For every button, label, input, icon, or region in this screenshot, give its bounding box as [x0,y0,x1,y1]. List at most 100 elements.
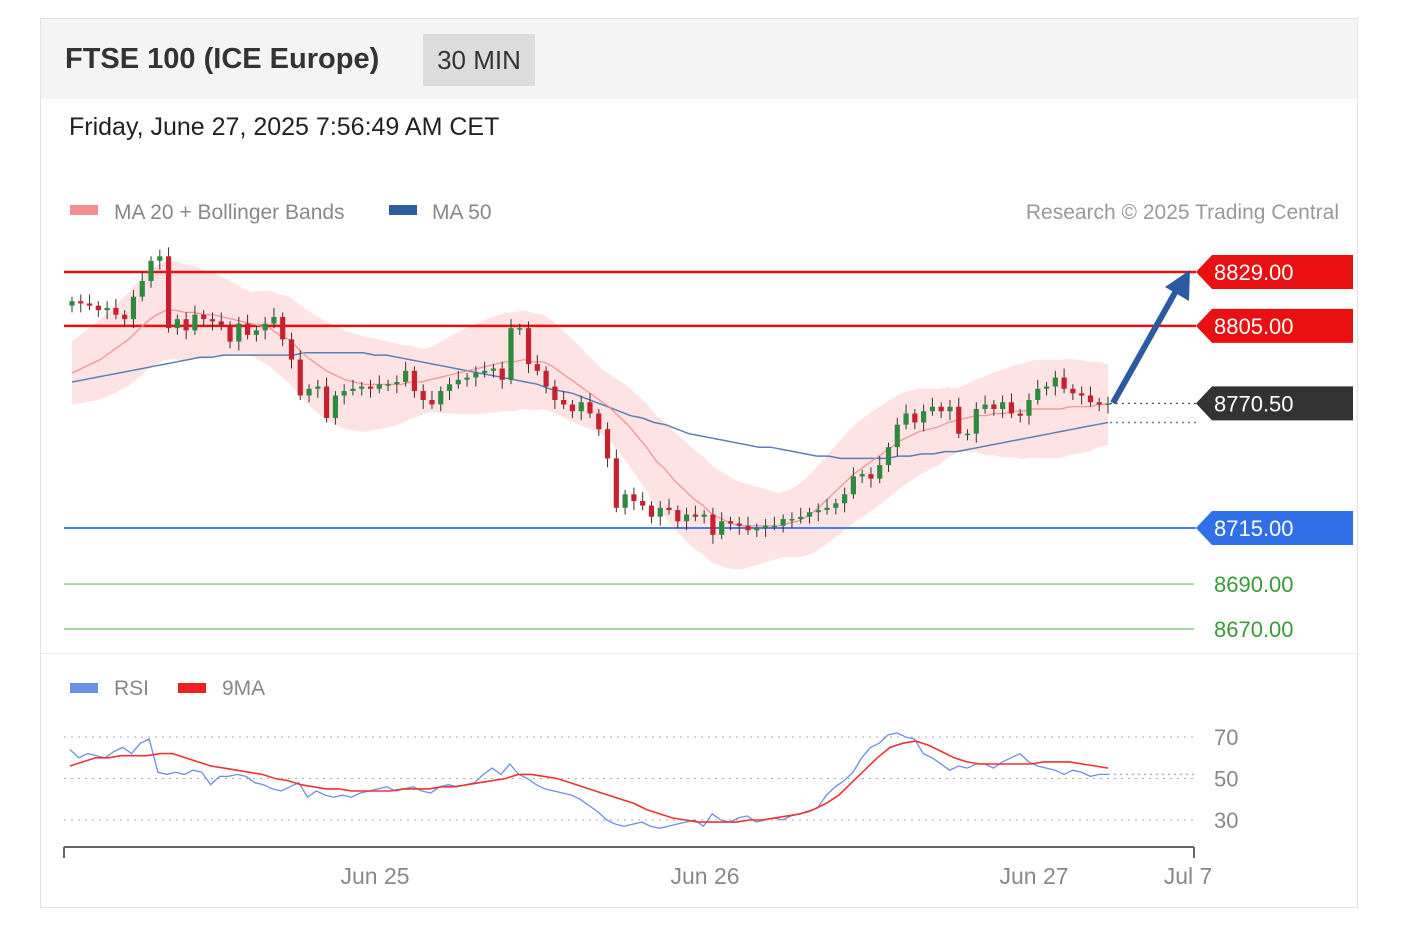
candle-body [1096,402,1102,405]
candle-body [113,307,119,315]
forecast-arrow-shaft [1110,280,1184,405]
candle-body [894,424,900,448]
candle-body [745,525,751,531]
candle-body [850,476,856,495]
candle-body [157,256,163,261]
candle-body [1070,388,1076,394]
candle-body [806,512,813,517]
candle-body [122,314,128,320]
timeframe-badge[interactable]: 30 MIN [423,34,535,86]
candle-body [429,400,435,405]
candle-body [69,301,75,306]
candle-body [569,404,576,412]
candle-body [719,521,725,535]
candle-body [86,303,93,306]
x-tick-label: Jul 7 [1164,863,1213,889]
candle-body [104,307,110,311]
candle-body [376,384,382,389]
legend-9ma-label: 9MA [222,677,265,700]
x-tick-label: Jun 27 [999,863,1068,889]
legend-ma20-swatch [70,205,98,215]
rsi-tick-label: 30 [1214,808,1238,833]
candle-body [139,280,145,297]
candle-body [332,395,338,418]
candle-body [727,521,734,524]
candle-body [982,404,988,409]
candle-body [517,328,523,330]
candle-body [183,319,189,331]
candle-body [798,516,804,520]
candle-body [350,388,356,392]
candle-body [947,406,953,412]
rsi-grid: 70 50 30 [64,725,1238,833]
candle-body [973,408,979,434]
timestamp: Friday, June 27, 2025 7:56:49 AM CET [69,113,500,141]
rsi-line [69,732,1108,829]
candle-body [648,505,655,517]
candle-body [903,413,909,425]
candle-body [604,429,611,459]
rsi-9ma-line [69,740,1109,823]
candle-body [490,368,497,371]
candle-body [1000,402,1006,409]
candle-body [165,256,172,329]
candle-body [929,406,936,412]
candle-body [824,507,830,511]
candle-body [701,514,707,517]
resistance-label: 8829.00 [1214,260,1294,285]
candle-body [262,323,268,331]
candle-body [868,474,874,479]
candle-body [78,301,84,304]
candle-body [964,433,971,436]
candle-body [367,386,374,389]
x-tick-label: Jun 25 [340,863,409,889]
candle-body [411,370,418,392]
candle-body [842,494,848,504]
x-tick-label: Jun 26 [670,863,739,889]
candle-body [95,305,101,311]
target-label: 8670.00 [1214,617,1294,642]
candle-body [201,314,207,320]
candle-body [956,406,962,434]
candle-body [1035,388,1041,400]
resistance-label: 8805.00 [1214,314,1294,339]
candle-body [912,413,918,423]
candle-body [280,316,286,340]
candle-body [613,458,619,508]
candle-body [1043,386,1050,389]
legend-ma50-swatch [389,205,417,215]
candle-body [359,386,365,389]
candle-body [394,382,400,385]
legend-9ma-swatch [178,683,206,693]
support-label: 8715.00 [1214,516,1294,541]
candle-body [622,494,628,508]
candle-body [1017,413,1023,416]
candle-body [227,325,233,342]
candle-body [288,339,295,360]
candle-body [736,523,742,526]
legend-ma50-label: MA 50 [432,201,492,224]
forecast-arrow-head [1165,270,1190,301]
legend-rsi-label: RSI [114,677,149,700]
candle-body [885,447,892,466]
candle-body [1061,377,1067,389]
legend-rsi-swatch [70,683,98,693]
candle-body [482,370,488,374]
candle-body [508,328,514,380]
candle-body [174,319,180,329]
x-axis: Jun 25 Jun 26 Jun 27 Jul 7 [63,846,1213,889]
candle-body [631,494,637,502]
resistance-label-box [1196,255,1353,289]
candle-body [446,384,453,392]
candle-body [499,368,505,380]
candle-body [561,400,567,405]
candle-body [148,260,154,281]
candle-body [710,514,716,535]
candle-body [578,402,584,412]
candle-body [666,507,672,511]
candle-body [859,474,865,477]
candle-body [552,386,558,400]
chart-card: FTSE 100 (ICE Europe) 30 MIN Friday, Jun… [40,18,1358,908]
candle-body [315,386,321,389]
